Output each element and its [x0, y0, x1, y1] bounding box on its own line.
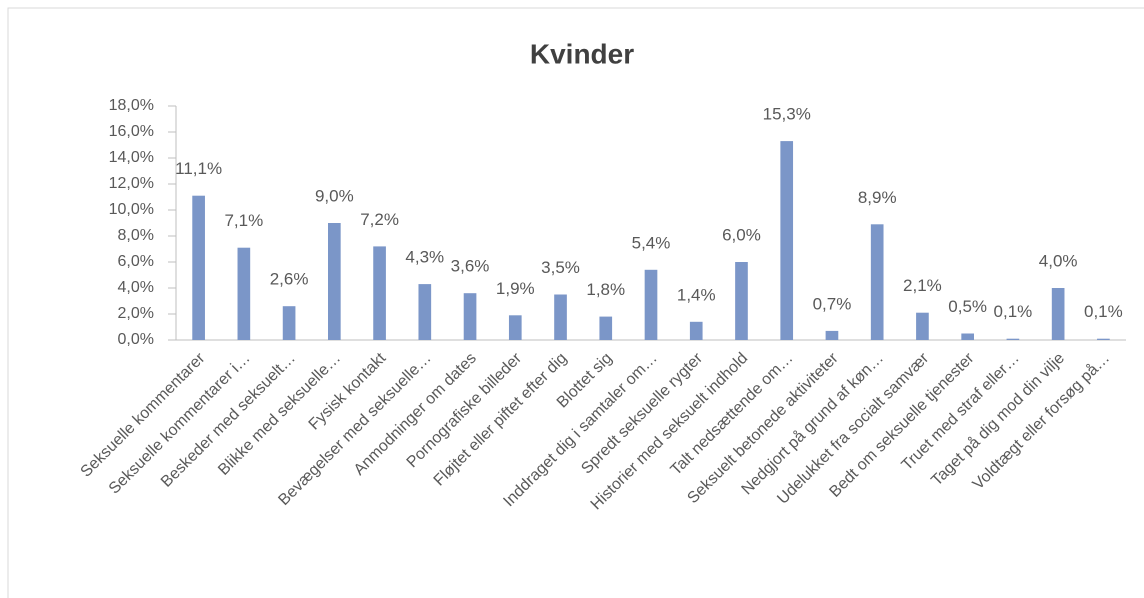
- bar: [508, 315, 522, 340]
- data-label: 1,4%: [677, 285, 716, 304]
- bar: [644, 269, 658, 340]
- y-tick-label: 18,0%: [109, 97, 154, 114]
- data-label: 2,6%: [270, 270, 309, 289]
- y-tick-label: 0,0%: [118, 331, 154, 348]
- data-label: 0,1%: [994, 302, 1033, 321]
- bar: [825, 330, 839, 340]
- bar: [554, 294, 567, 340]
- y-tick-label: 12,0%: [109, 175, 154, 192]
- data-label: 8,9%: [858, 188, 897, 207]
- data-label: 3,6%: [451, 257, 490, 276]
- data-label: 4,0%: [1039, 251, 1078, 270]
- data-label: 1,8%: [586, 280, 625, 299]
- data-label: 4,3%: [405, 248, 444, 267]
- data-label: 2,1%: [903, 276, 942, 295]
- y-tick-label: 6,0%: [118, 253, 154, 270]
- bar: [689, 321, 703, 340]
- data-label: 5,4%: [632, 233, 671, 252]
- data-label: 11,1%: [175, 159, 222, 178]
- bar: [328, 223, 341, 340]
- y-tick-label: 10,0%: [109, 201, 154, 218]
- bar: [237, 247, 251, 340]
- data-label: 9,0%: [315, 186, 354, 205]
- data-label: 1,9%: [496, 279, 535, 298]
- data-label: 0,5%: [948, 297, 987, 316]
- data-label: 15,3%: [763, 105, 811, 124]
- y-tick-label: 14,0%: [109, 149, 154, 166]
- bar: [961, 333, 974, 340]
- y-tick-label: 2,0%: [118, 305, 154, 322]
- bar: [599, 316, 613, 340]
- bar: [780, 141, 794, 340]
- data-label: 7,2%: [360, 210, 399, 229]
- bar: [373, 246, 386, 340]
- bar: [916, 312, 929, 340]
- bar: [870, 224, 884, 340]
- y-tick-label: 16,0%: [109, 123, 154, 140]
- data-label: 0,1%: [1084, 302, 1123, 321]
- chart-title: Kvinder: [530, 38, 634, 69]
- bar: [1006, 338, 1020, 340]
- y-tick-label: 4,0%: [118, 279, 154, 296]
- bar: [418, 284, 432, 340]
- data-label: 7,1%: [224, 211, 263, 230]
- bar: [1097, 338, 1110, 340]
- bar: [463, 293, 477, 340]
- data-label: 0,7%: [813, 294, 852, 313]
- bar: [735, 262, 748, 340]
- data-label: 6,0%: [722, 225, 761, 244]
- y-tick-label: 8,0%: [118, 227, 154, 244]
- bar: [1051, 288, 1065, 340]
- bar: [282, 306, 296, 340]
- bar: [192, 195, 205, 340]
- data-label: 3,5%: [541, 258, 580, 277]
